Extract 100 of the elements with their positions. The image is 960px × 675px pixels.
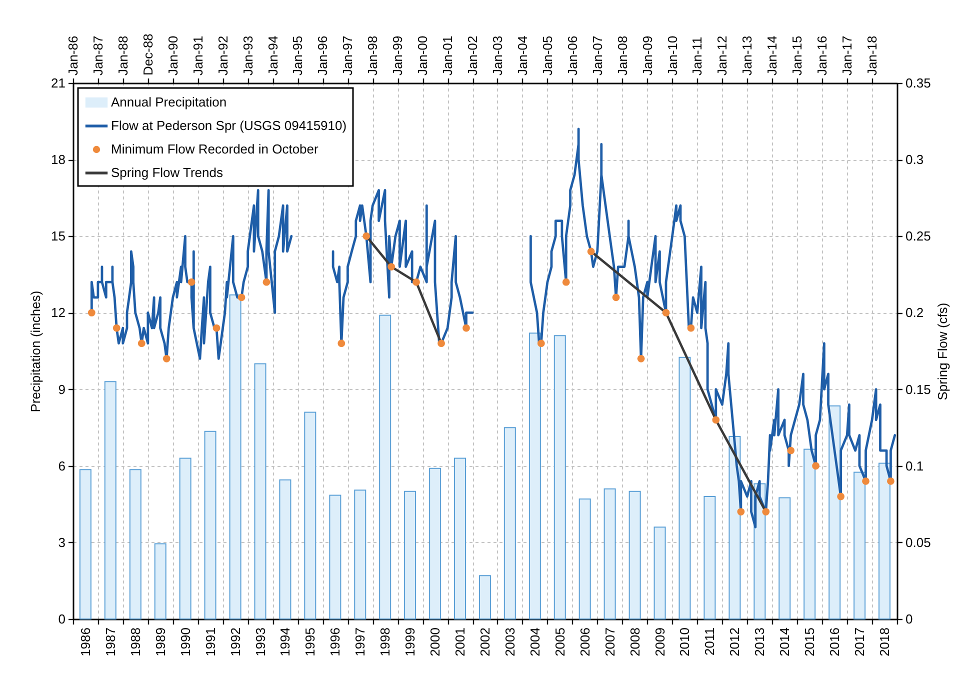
x2-tick-label: Jan-03 (490, 36, 505, 76)
x-tick-label: 1991 (202, 628, 218, 656)
legend-label: Annual Precipitation (111, 94, 227, 110)
point (812, 462, 820, 470)
bar (604, 488, 616, 620)
bar (354, 490, 366, 620)
point (837, 492, 845, 500)
point (562, 278, 570, 286)
point (712, 416, 720, 424)
x-tick-label: 2014 (777, 628, 792, 656)
x-tick-label: 2010 (677, 628, 692, 656)
point (188, 278, 196, 286)
bar (578, 498, 591, 620)
x2-tick-label: Jan-01 (440, 36, 456, 76)
x2-tick-label: Jan-07 (590, 36, 605, 76)
point (388, 263, 396, 270)
x-tick-label: 2009 (652, 628, 668, 656)
x2-tick-label: Jan-86 (66, 36, 80, 76)
x2-tick-label: Dec-88 (140, 34, 156, 76)
x-tick-label: 2011 (702, 628, 718, 656)
bar (828, 405, 841, 620)
y-axis-title: Precipitation (inches) (28, 290, 44, 412)
bar (654, 526, 666, 620)
y-tick-label: 12 (51, 305, 66, 320)
x-tick-label: 2007 (602, 628, 618, 656)
bar (129, 469, 142, 620)
bar (628, 490, 641, 620)
x2-tick-label: Jan-14 (764, 36, 780, 76)
x-tick-label: 2001 (452, 628, 468, 656)
bar (478, 575, 491, 620)
legend-label: Flow at Pederson Spr (USGS 09415910) (111, 118, 347, 133)
x2-tick-label: Jan-04 (514, 36, 530, 76)
y2-tick-label: 0.25 (906, 228, 931, 244)
y-tick-label: 9 (58, 382, 66, 397)
x-tick-label: 2000 (428, 628, 443, 656)
x2-tick-label: Jan-96 (315, 36, 330, 76)
point (338, 340, 346, 348)
y-tick-label: 0 (58, 612, 66, 626)
legend-label: Minimum Flow Recorded in October (111, 142, 320, 156)
point (737, 508, 745, 516)
x-tick-label: 2005 (552, 628, 568, 656)
x2-tick-label: Jan-15 (790, 36, 805, 76)
x-tick-label: 1995 (302, 628, 318, 656)
x-tick-label: 1997 (352, 628, 368, 656)
x2-tick-label: Jan-09 (640, 36, 655, 76)
x-tick-label: 2006 (577, 628, 592, 656)
point (887, 477, 894, 485)
bar (79, 469, 92, 620)
bar (804, 448, 816, 620)
x2-tick-label: Jan-99 (390, 36, 406, 76)
bar (229, 294, 242, 620)
bar (878, 462, 890, 620)
point (88, 309, 96, 316)
bar (554, 335, 566, 620)
x2-tick-label: Jan-12 (714, 36, 730, 76)
bar (329, 494, 342, 620)
x-tick-label: 1990 (178, 628, 193, 656)
point (612, 294, 620, 302)
x2-tick-label: Jan-10 (664, 36, 680, 76)
x-tick-label: 1998 (378, 628, 393, 656)
x2-tick-label: Jan-94 (265, 36, 280, 76)
point (412, 278, 420, 286)
x-tick-label: 2008 (627, 628, 642, 656)
x2-tick-label: Jan-00 (415, 36, 430, 76)
x2-tick-label: Jan-16 (814, 36, 830, 76)
bar (704, 496, 716, 620)
x-tick-label: 1987 (102, 628, 118, 656)
x-tick-label: 2015 (802, 628, 818, 656)
x-tick-label: 1999 (402, 628, 418, 656)
point (212, 324, 220, 332)
bar (504, 427, 516, 620)
x2-tick-label: Jan-97 (340, 36, 356, 76)
x2-tick-label: Jan-08 (614, 36, 630, 76)
point (762, 508, 770, 516)
x2-tick-label: Jan-06 (564, 36, 580, 76)
y2-tick-label: 0.35 (906, 76, 931, 90)
bar (179, 458, 192, 620)
point (438, 340, 445, 348)
y2-tick-label: 0.3 (906, 152, 924, 168)
x-tick-label: 2017 (852, 628, 868, 656)
x2-tick-label: Jan-05 (540, 36, 555, 76)
x-tick-label: 2018 (876, 628, 892, 656)
bar (279, 479, 292, 620)
x2-tick-label: Jan-91 (190, 36, 206, 76)
y-tick-label: 21 (51, 76, 66, 90)
y-tick-label: 3 (58, 534, 66, 550)
bar (429, 468, 442, 620)
x-tick-label: 1996 (328, 628, 343, 656)
x2-tick-label: Jan-98 (365, 36, 380, 76)
bar (204, 430, 216, 620)
y-tick-label: 6 (58, 458, 66, 474)
x-tick-label: 1989 (152, 628, 168, 656)
x-tick-label: 2002 (477, 628, 492, 656)
y2-axis-title: Spring Flow (cfs) (934, 302, 950, 400)
bar (454, 458, 466, 620)
bar (854, 472, 866, 620)
x2-tick-label: Jan-87 (90, 36, 106, 76)
x2-tick-label: Jan-02 (465, 36, 480, 76)
y2-tick-label: 0.15 (906, 382, 931, 397)
x-tick-label: 1992 (228, 628, 243, 656)
